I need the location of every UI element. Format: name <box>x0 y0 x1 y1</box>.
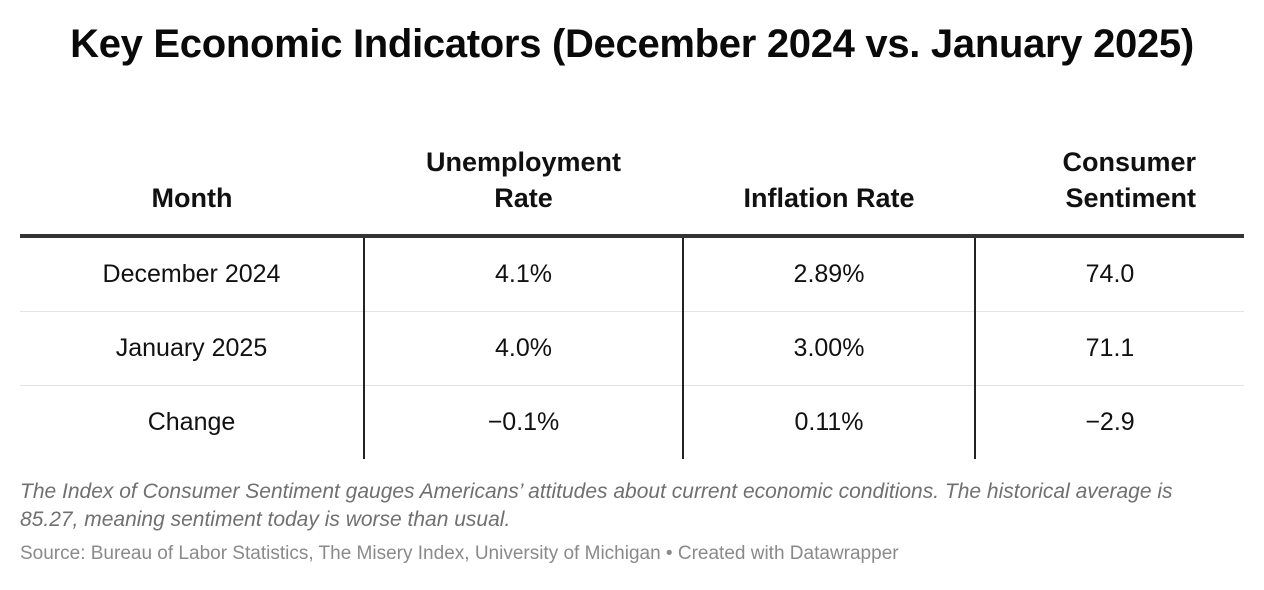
page-title: Key Economic Indicators (December 2024 v… <box>70 22 1194 66</box>
table-header-row: Month Unemployment Rate Inflation Rate C… <box>20 118 1244 238</box>
cell-inflation-rate: 0.11% <box>682 385 975 459</box>
cell-consumer-sentiment: 71.1 <box>974 311 1244 386</box>
column-header-month: Month <box>20 118 364 238</box>
table-row: January 2025 4.0% 3.00% 71.1 <box>20 311 1244 386</box>
indicators-table: Month Unemployment Rate Inflation Rate C… <box>20 118 1244 459</box>
column-header-unemployment-line1: Unemployment <box>425 147 622 177</box>
cell-consumer-sentiment: 74.0 <box>974 236 1244 312</box>
cell-unemployment-rate: 4.1% <box>363 236 683 312</box>
column-header-month-label: Month <box>151 183 233 213</box>
column-header-sentiment-line2: Sentiment <box>1065 183 1196 213</box>
cell-month: December 2024 <box>20 236 364 312</box>
column-header-inflation-rate: Inflation Rate <box>683 118 975 238</box>
table-row: December 2024 4.1% 2.89% 74.0 <box>20 236 1244 312</box>
source-line: Source: Bureau of Labor Statistics, The … <box>20 543 899 564</box>
column-header-unemployment-rate: Unemployment Rate <box>364 118 683 238</box>
cell-month: Change <box>147 408 236 436</box>
cell-unemployment-rate: 4.0% <box>363 311 683 386</box>
table-row: Change −0.1% 0.11% −2.9 <box>20 385 1244 459</box>
column-header-unemployment-line2: Rate <box>494 183 553 213</box>
cell-unemployment-rate: −0.1% <box>363 385 683 459</box>
column-header-inflation-label: Inflation Rate <box>743 183 915 213</box>
column-header-consumer-sentiment: Consumer Sentiment <box>975 118 1244 238</box>
cell-consumer-sentiment: −2.9 <box>974 385 1244 459</box>
cell-inflation-rate: 3.00% <box>682 311 975 386</box>
table-notes: The Index of Consumer Sentiment gauges A… <box>20 480 1173 531</box>
column-header-sentiment-line1: Consumer <box>1062 147 1196 177</box>
cell-month: January 2025 <box>20 311 364 386</box>
cell-inflation-rate: 2.89% <box>682 236 975 312</box>
